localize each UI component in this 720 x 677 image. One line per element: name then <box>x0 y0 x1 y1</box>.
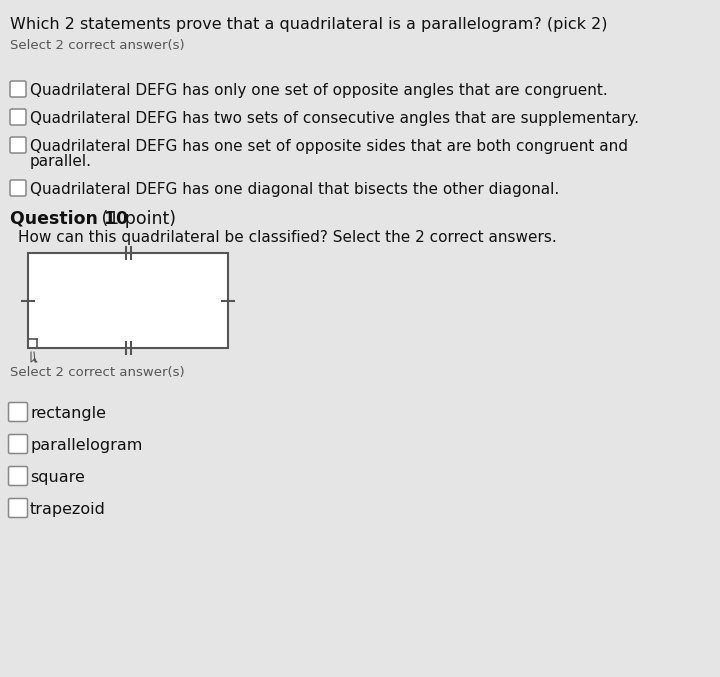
FancyBboxPatch shape <box>9 403 27 422</box>
Text: Question 10: Question 10 <box>10 210 128 228</box>
Text: trapezoid: trapezoid <box>30 502 106 517</box>
FancyBboxPatch shape <box>9 466 27 485</box>
FancyBboxPatch shape <box>10 109 26 125</box>
Text: Which 2 statements prove that a quadrilateral is a parallelogram? (pick 2): Which 2 statements prove that a quadrila… <box>10 17 608 32</box>
Text: Quadrilateral DEFG has two sets of consecutive angles that are supplementary.: Quadrilateral DEFG has two sets of conse… <box>30 111 639 126</box>
Text: How can this quadrilateral be classified? Select the 2 correct answers.: How can this quadrilateral be classified… <box>18 230 557 245</box>
FancyBboxPatch shape <box>10 180 26 196</box>
Text: parallelogram: parallelogram <box>30 438 143 453</box>
FancyBboxPatch shape <box>10 137 26 153</box>
Text: parallel.: parallel. <box>30 154 92 169</box>
Text: Quadrilateral DEFG has one set of opposite sides that are both congruent and: Quadrilateral DEFG has one set of opposi… <box>30 139 628 154</box>
Text: square: square <box>30 470 85 485</box>
FancyBboxPatch shape <box>10 81 26 97</box>
Text: Quadrilateral DEFG has only one set of opposite angles that are congruent.: Quadrilateral DEFG has only one set of o… <box>30 83 608 98</box>
Text: (1 point): (1 point) <box>96 210 176 228</box>
Text: Select 2 correct answer(s): Select 2 correct answer(s) <box>10 366 184 379</box>
Bar <box>28 253 228 348</box>
FancyBboxPatch shape <box>9 435 27 454</box>
FancyBboxPatch shape <box>9 498 27 517</box>
Text: Select 2 correct answer(s): Select 2 correct answer(s) <box>10 39 184 52</box>
Text: rectangle: rectangle <box>30 406 106 421</box>
Text: Quadrilateral DEFG has one diagonal that bisects the other diagonal.: Quadrilateral DEFG has one diagonal that… <box>30 182 559 197</box>
